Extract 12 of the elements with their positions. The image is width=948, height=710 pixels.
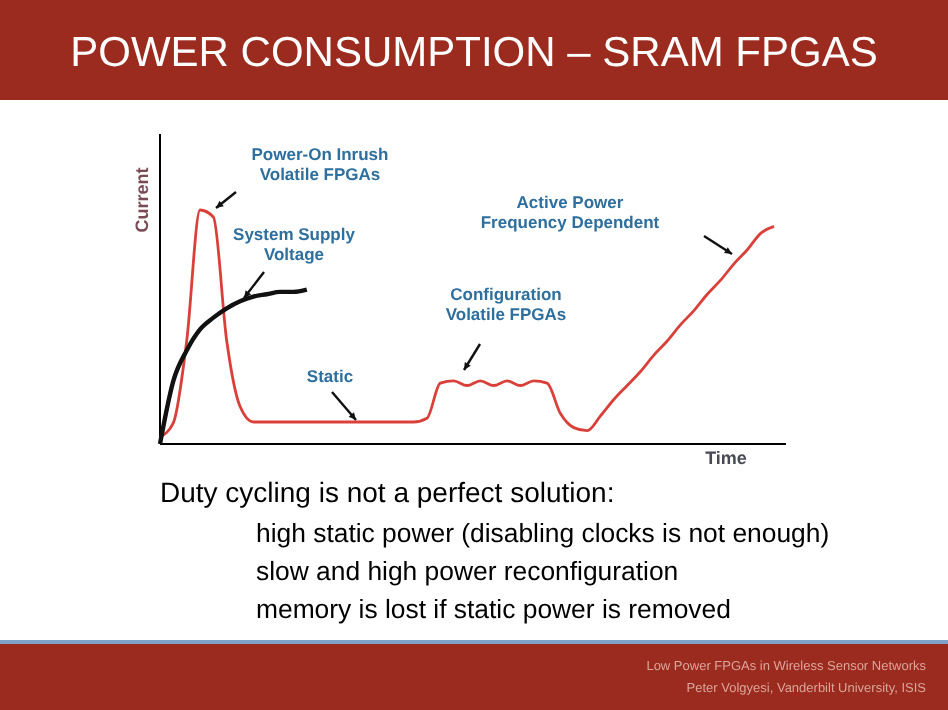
annotation: Configuration Volatile FPGAs <box>445 284 567 325</box>
text: high static power (disabling clocks is not enough) <box>256 518 830 548</box>
text: memory is lost if static power is removed <box>256 594 731 624</box>
annotation: System Supply Voltage <box>233 224 356 265</box>
text: Power-On Inrush Volatile FPGAs <box>251 144 389 185</box>
annotation: Active Power Frequency Dependent <box>480 192 660 233</box>
y-axis-title: Current <box>132 167 152 233</box>
x-axis-title: Time <box>705 448 747 468</box>
text: Duty cycling is not a perfect solution: <box>160 476 615 508</box>
text: slow and high power reconfiguration <box>256 556 679 586</box>
chart-title: POWER CONSUMPTION – SRAM FPGAS <box>70 30 878 76</box>
annotation: Static <box>306 366 354 386</box>
